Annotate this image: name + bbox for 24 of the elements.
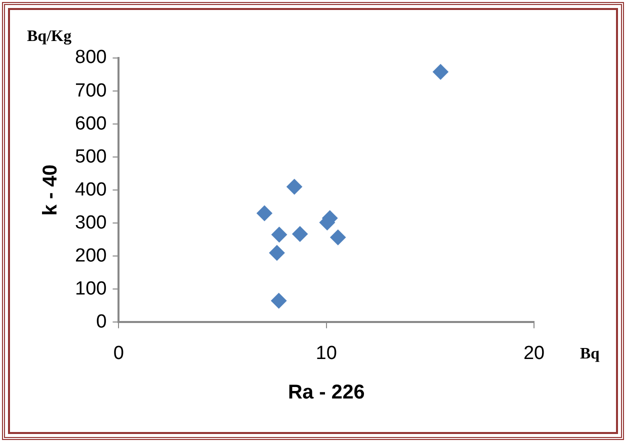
y-axis-title: k - 40 xyxy=(40,164,62,216)
y-tick-label: 700 xyxy=(75,80,107,102)
x-tick-label: 0 xyxy=(113,342,124,364)
point xyxy=(268,244,285,261)
y-tick-label: 500 xyxy=(75,146,107,168)
point xyxy=(256,205,272,222)
point xyxy=(271,226,288,243)
point xyxy=(286,178,302,195)
text: Bq/Kg xyxy=(27,28,72,46)
y-tick-label: 400 xyxy=(75,179,107,200)
point xyxy=(330,229,346,246)
y-tick-label: 0 xyxy=(96,311,107,332)
y-tick-label: 200 xyxy=(75,245,107,266)
x-tick-label: 20 xyxy=(523,342,545,364)
y-tick-label: 300 xyxy=(75,212,107,234)
point xyxy=(292,226,308,242)
x-tick-label: 10 xyxy=(316,342,337,364)
y-tick-label: 800 xyxy=(75,47,107,68)
x-axis-title: Ra - 226 xyxy=(288,382,365,404)
point xyxy=(432,64,449,80)
point xyxy=(270,292,287,309)
y-tick-label: 600 xyxy=(75,113,107,134)
y-tick-label: 100 xyxy=(75,278,107,300)
text: Bq xyxy=(580,345,600,362)
